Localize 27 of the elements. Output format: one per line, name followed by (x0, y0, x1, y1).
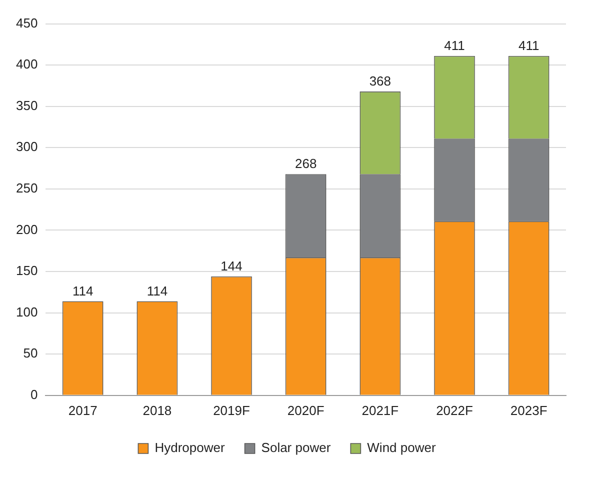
y-tick-label: 450 (16, 15, 38, 30)
x-tick-label: 2018 (142, 402, 172, 418)
y-tick-label: 200 (16, 222, 38, 237)
total-label: 144 (220, 258, 242, 274)
y-tick-label: 300 (16, 139, 38, 154)
x-tick-label: 2019F (213, 402, 250, 418)
total-label: 114 (146, 283, 168, 298)
y-tick-label: 400 (16, 56, 38, 72)
x-tick-label: 2023F (510, 402, 548, 418)
x-tick-label: 2017 (68, 402, 98, 418)
total-label: 411 (518, 38, 540, 54)
x-tick-label: 2022F (436, 402, 473, 418)
total-label: 368 (369, 74, 392, 89)
y-tick-label: 250 (16, 180, 38, 196)
total-label: 114 (72, 283, 94, 298)
legend-label: Solar power (261, 440, 332, 456)
total-label: 411 (444, 38, 465, 54)
y-tick-label: 100 (16, 304, 38, 320)
legend-label: Hydropower (154, 440, 226, 456)
x-tick-label: 2020F (287, 402, 324, 418)
total-label: 268 (294, 156, 317, 172)
y-tick-label: 150 (16, 263, 38, 278)
x-tick-label: 2021F (362, 402, 399, 418)
y-tick-label: 350 (16, 98, 38, 113)
legend-label: Wind power (367, 440, 436, 456)
y-tick-label: 0 (30, 386, 38, 402)
y-tick-label: 50 (23, 346, 38, 361)
